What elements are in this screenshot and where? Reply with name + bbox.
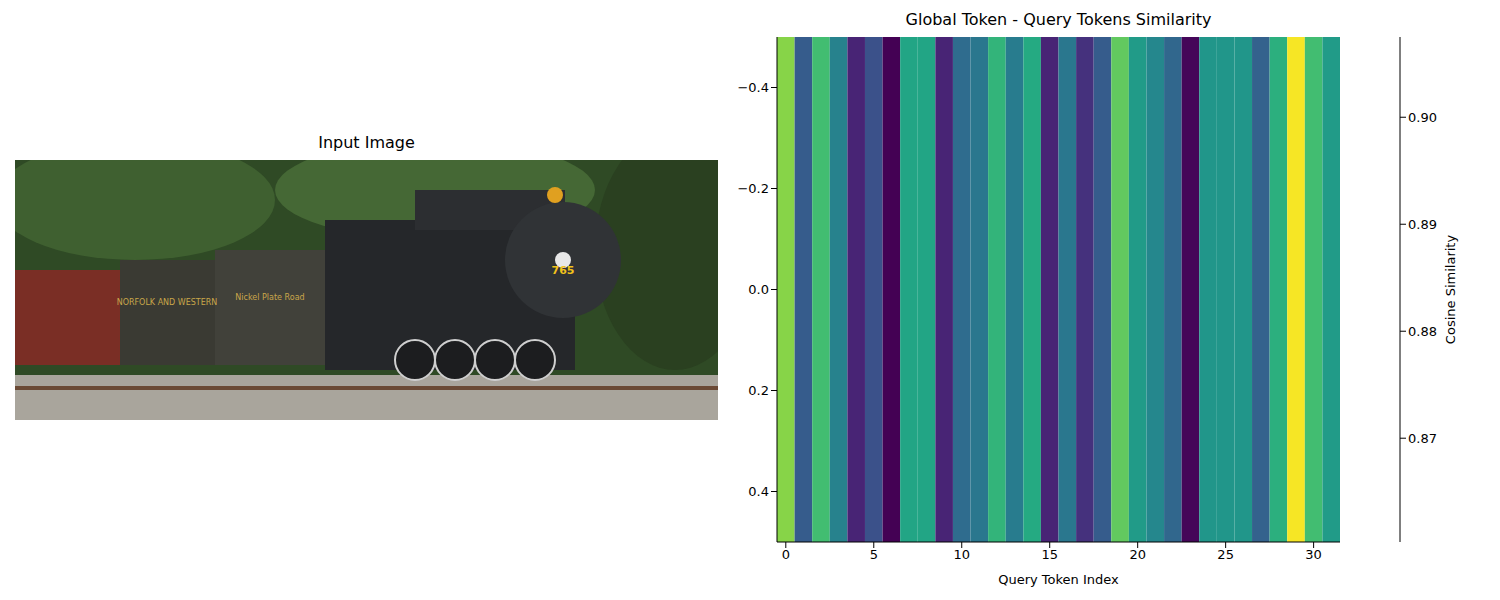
svg-text:765: 765	[552, 264, 575, 277]
svg-text:NORFOLK AND WESTERN: NORFOLK AND WESTERN	[117, 298, 218, 307]
svg-text:Query Token Index: Query Token Index	[998, 572, 1119, 587]
svg-text:−0.4: −0.4	[737, 80, 769, 95]
svg-text:15: 15	[1041, 547, 1058, 562]
html-text:Input Image: Input Image	[318, 133, 415, 152]
svg-text:−0.2: −0.2	[737, 181, 769, 196]
svg-text:10: 10	[953, 547, 970, 562]
svg-text:0.89: 0.89	[1408, 217, 1437, 232]
svg-text:0.4: 0.4	[748, 484, 769, 499]
svg-text:0.88: 0.88	[1408, 324, 1437, 339]
svg-text:0.90: 0.90	[1408, 110, 1437, 125]
svg-text:0.0: 0.0	[748, 282, 769, 297]
svg-text:Nickel Plate Road: Nickel Plate Road	[235, 293, 304, 302]
svg-text:20: 20	[1129, 547, 1146, 562]
html-text:Global Token - Query Tokens Si: Global Token - Query Tokens Similarity	[905, 10, 1212, 29]
svg-text:0.2: 0.2	[748, 383, 769, 398]
svg-text:5: 5	[870, 547, 878, 562]
svg-text:0.87: 0.87	[1408, 431, 1437, 446]
svg-text:25: 25	[1217, 547, 1234, 562]
svg-text:Cosine Similarity: Cosine Similarity	[1443, 235, 1458, 345]
svg-text:0: 0	[782, 547, 790, 562]
svg-text:30: 30	[1305, 547, 1322, 562]
